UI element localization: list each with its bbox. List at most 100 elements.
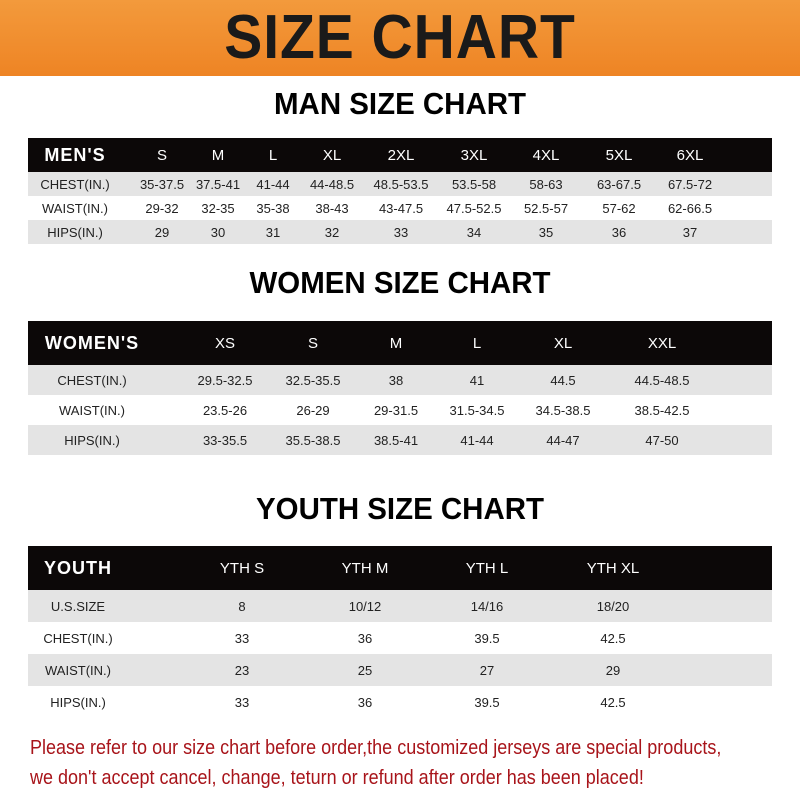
size-cell: 6XL	[676, 146, 704, 164]
size-cell: 27	[479, 662, 495, 678]
size-cell: 41	[469, 372, 485, 388]
row-label: MEN'S	[44, 144, 106, 165]
size-cell: 44.5-48.5	[634, 372, 690, 388]
notice-line-1: Please refer to our size chart before or…	[30, 737, 722, 759]
size-cell: 36	[611, 224, 627, 240]
size-cell: 29-31.5	[373, 402, 419, 418]
size-cell: 33	[393, 224, 409, 240]
size-cell: 39.5	[474, 630, 500, 646]
size-cell: 34.5-38.5	[535, 402, 591, 418]
size-cell: 63-67.5	[596, 176, 642, 192]
size-cell: 38.5-42.5	[634, 402, 690, 418]
row-label: HIPS(IN.)	[64, 432, 120, 448]
size-cell: 35	[538, 224, 554, 240]
size-cell: S	[307, 334, 318, 352]
table-row: CHEST(IN.) 29.5-32.5 32.5-35.5 38 41 44.5 44.5…	[28, 365, 772, 395]
table-row: U.S.SIZE 8 10/12 14/16 18/20	[28, 590, 772, 622]
size-cell: 62-66.5	[667, 200, 713, 216]
size-cell: 35-38	[256, 200, 290, 216]
row-label: U.S.SIZE	[50, 598, 106, 614]
women-section-title: WOMEN SIZE CHART	[249, 265, 551, 300]
size-cell: 26-29	[296, 402, 330, 418]
size-cell: L	[268, 146, 278, 164]
table-row: HIPS(IN.) 33 36 39.5 42.5	[28, 686, 772, 718]
size-cell: 41-44	[460, 432, 494, 448]
size-cell: 57-62	[602, 200, 636, 216]
table-row: CHEST(IN.) 35-37.5 37.5-41 41-44 44-48.5 48.5…	[28, 172, 772, 196]
size-cell: 23.5-26	[202, 402, 248, 418]
size-cell: 43-47.5	[378, 200, 424, 216]
size-cell: 8	[238, 598, 246, 614]
size-cell: 29	[605, 662, 621, 678]
table-row: WAIST(IN.) 29-32 32-35 35-38 38-43 43-47.5 47.…	[28, 196, 772, 220]
table-row: HIPS(IN.) 29 30 31 32 33 34 35 36 37	[28, 220, 772, 244]
size-cell: 33-35.5	[202, 432, 248, 448]
size-cell: YTH M	[341, 559, 389, 577]
size-cell: 30	[210, 224, 226, 240]
size-cell: 37.5-41	[195, 176, 241, 192]
size-cell: 39.5	[474, 694, 500, 710]
size-cell: 2XL	[387, 146, 415, 164]
size-cell: 67.5-72	[667, 176, 713, 192]
size-cell: M	[389, 334, 403, 352]
table-row: WAIST(IN.) 23 25 27 29	[28, 654, 772, 686]
size-cell: 35-37.5	[139, 176, 185, 192]
row-label: YOUTH	[44, 557, 112, 578]
size-cell: 29	[154, 224, 170, 240]
size-cell: XL	[553, 334, 573, 352]
size-cell: 47-50	[645, 432, 679, 448]
banner-title: SIZE CHART	[224, 3, 576, 72]
size-cell: 34	[466, 224, 482, 240]
size-chart-banner: SIZE CHART	[0, 0, 800, 76]
size-cell: 41-44	[256, 176, 290, 192]
size-cell: YTH S	[219, 559, 265, 577]
size-cell: 4XL	[532, 146, 560, 164]
size-cell: 32.5-35.5	[285, 372, 341, 388]
size-cell: YTH L	[465, 559, 509, 577]
size-cell: 42.5	[600, 630, 626, 646]
size-cell: L	[472, 334, 482, 352]
notice-line-2: we don't accept cancel, change, teturn o…	[30, 767, 644, 789]
size-cell: 14/16	[470, 598, 504, 614]
size-cell: 31	[265, 224, 281, 240]
size-cell: S	[156, 146, 167, 164]
size-cell: 44.5	[550, 372, 576, 388]
row-label: CHEST(IN.)	[40, 176, 110, 192]
size-cell: 23	[234, 662, 250, 678]
size-cell: 35.5-38.5	[285, 432, 341, 448]
size-cell: 53.5-58	[451, 176, 497, 192]
size-cell: 47.5-52.5	[446, 200, 502, 216]
size-cell: 29.5-32.5	[197, 372, 253, 388]
size-cell: 32-35	[201, 200, 235, 216]
size-cell: 42.5	[600, 694, 626, 710]
row-label: WAIST(IN.)	[45, 662, 111, 678]
size-cell: 18/20	[596, 598, 630, 614]
size-cell: XXL	[647, 334, 677, 352]
youth-section-title: YOUTH SIZE CHART	[256, 491, 544, 526]
size-cell: M	[211, 146, 225, 164]
size-cell: 3XL	[460, 146, 488, 164]
table-header-row: YOUTH YTH S YTH M YTH L YTH XL	[28, 546, 772, 590]
table-row: CHEST(IN.) 33 36 39.5 42.5	[28, 622, 772, 654]
men-section-title: MAN SIZE CHART	[274, 86, 526, 121]
size-cell: 38.5-41	[373, 432, 419, 448]
row-label: WAIST(IN.)	[59, 402, 125, 418]
size-cell: 38-43	[315, 200, 349, 216]
size-cell: 44-48.5	[309, 176, 355, 192]
size-cell: YTH XL	[586, 559, 640, 577]
size-cell: XL	[322, 146, 342, 164]
size-cell: 33	[234, 630, 250, 646]
size-cell: 52.5-57	[523, 200, 569, 216]
row-label: HIPS(IN.)	[50, 694, 106, 710]
size-cell: 10/12	[348, 598, 382, 614]
size-cell: 25	[357, 662, 373, 678]
size-cell: 38	[388, 372, 404, 388]
size-cell: 36	[357, 630, 373, 646]
row-label: WOMEN'S	[44, 332, 140, 353]
size-cell: 33	[234, 694, 250, 710]
row-label: CHEST(IN.)	[57, 372, 127, 388]
table-row: WAIST(IN.) 23.5-26 26-29 29-31.5 31.5-34.5 34…	[28, 395, 772, 425]
size-cell: XS	[214, 334, 235, 352]
size-cell: 44-47	[546, 432, 580, 448]
size-cell: 48.5-53.5	[373, 176, 429, 192]
